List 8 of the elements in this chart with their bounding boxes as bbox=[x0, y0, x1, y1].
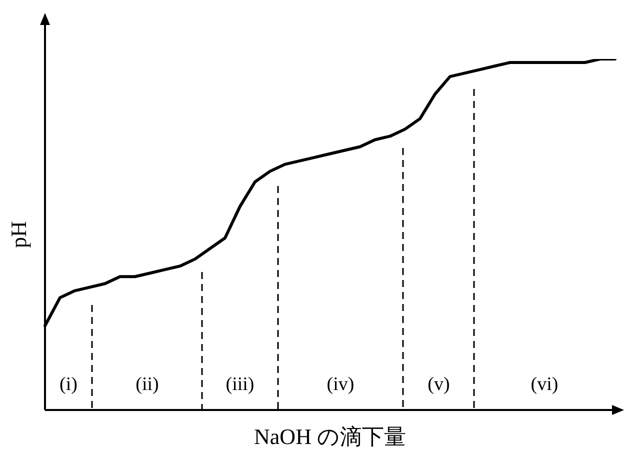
annotation: (v) bbox=[428, 374, 450, 395]
x-axis-title: NaOH の滴下量 bbox=[254, 424, 406, 449]
annotation: (ii) bbox=[136, 374, 159, 395]
annotation: (iv) bbox=[326, 374, 354, 395]
annotation: (i) bbox=[60, 374, 78, 395]
y-axis-title: pH bbox=[6, 220, 31, 248]
annotation: (vi) bbox=[530, 374, 558, 395]
annotation: (iii) bbox=[226, 374, 254, 395]
